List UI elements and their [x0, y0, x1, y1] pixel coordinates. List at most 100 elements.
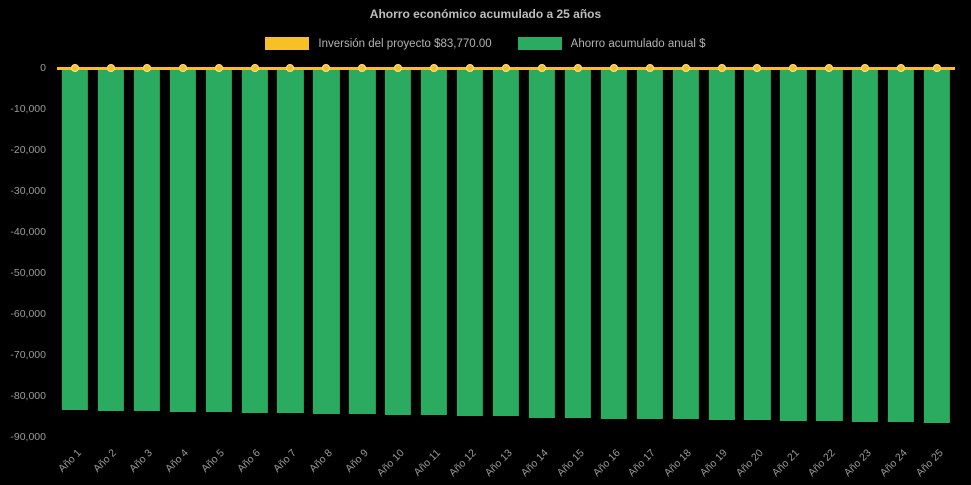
bar[interactable]: [708, 68, 735, 420]
legend-swatch-savings: [517, 37, 562, 50]
y-tick-label: -20,000: [10, 144, 46, 156]
x-slot: Año 16: [590, 441, 632, 485]
y-tick-label: -50,000: [10, 267, 46, 279]
bar[interactable]: [456, 68, 484, 416]
bar[interactable]: [672, 68, 699, 420]
line-point[interactable]: [502, 64, 511, 72]
line-point[interactable]: [322, 64, 331, 72]
line-point[interactable]: [358, 64, 367, 72]
line-point[interactable]: [861, 64, 870, 72]
line-point[interactable]: [681, 64, 690, 72]
x-axis-label: Año 1: [55, 447, 84, 475]
bar-slot: [57, 64, 93, 437]
bar[interactable]: [492, 68, 520, 417]
y-tick-label: -90,000: [10, 431, 46, 443]
line-point[interactable]: [70, 64, 79, 72]
bar-slot: [452, 64, 488, 437]
x-axis-label: Año 20: [733, 447, 766, 480]
bar-slot: [165, 64, 201, 437]
line-point[interactable]: [825, 64, 834, 72]
x-axis-label: Año 14: [518, 447, 551, 480]
bar[interactable]: [313, 68, 340, 414]
bar[interactable]: [61, 68, 89, 410]
line-point[interactable]: [178, 64, 187, 72]
x-axis-label: Año 12: [446, 447, 479, 480]
bar[interactable]: [923, 68, 951, 424]
bar-slot: [811, 64, 847, 437]
legend-item-savings[interactable]: Ahorro acumulado anual $: [517, 37, 706, 50]
x-slot: Año 10: [375, 441, 416, 485]
x-slot: Año 11: [411, 441, 452, 485]
line-point[interactable]: [609, 64, 618, 72]
x-slot: Año 4: [163, 441, 201, 485]
x-slot: Año 22: [806, 441, 847, 485]
line-point[interactable]: [897, 64, 906, 72]
x-axis-label: Año 21: [769, 447, 802, 480]
x-axis-label: Año 4: [163, 447, 192, 475]
bar[interactable]: [349, 68, 376, 415]
x-axis-label: Año 19: [698, 447, 731, 480]
x-slot: Año 17: [626, 441, 668, 485]
bar[interactable]: [600, 68, 627, 419]
line-point[interactable]: [537, 64, 546, 72]
line-point[interactable]: [250, 64, 259, 72]
x-axis-label: Año 11: [411, 447, 443, 479]
bar[interactable]: [169, 68, 196, 412]
x-axis-label: Año 18: [662, 447, 695, 480]
bar-slot: [344, 64, 380, 437]
x-axis-label: Año 10: [374, 447, 407, 480]
x-slot: Año 12: [447, 441, 488, 485]
bar-slot: [596, 64, 632, 437]
bar-slot: [273, 64, 309, 437]
x-slot: Año 1: [55, 441, 93, 485]
x-axis-label: Año 22: [805, 447, 838, 480]
legend-item-investment[interactable]: Inversión del proyecto $83,770.00: [265, 37, 492, 50]
bar-slot: [560, 64, 596, 437]
bar[interactable]: [277, 68, 304, 413]
bar-slot: [740, 64, 776, 437]
bar-slot: [237, 64, 273, 437]
line-point[interactable]: [466, 64, 475, 72]
x-axis-label: Año 17: [626, 447, 659, 480]
line-point[interactable]: [286, 64, 295, 72]
bar-slot: [93, 64, 129, 437]
bar[interactable]: [133, 68, 160, 411]
bar[interactable]: [385, 68, 412, 415]
bar-slot: [129, 64, 165, 437]
x-slot: Año 21: [770, 441, 811, 485]
line-point[interactable]: [394, 64, 403, 72]
y-tick-label: -40,000: [10, 226, 46, 238]
bar[interactable]: [780, 68, 807, 421]
x-axis-label: Año 3: [127, 447, 156, 475]
bar-slot: [632, 64, 668, 437]
bar[interactable]: [888, 68, 915, 423]
line-point[interactable]: [573, 64, 582, 72]
x-slot: Año 8: [307, 441, 344, 485]
line-point[interactable]: [430, 64, 439, 72]
bar[interactable]: [744, 68, 771, 421]
line-point[interactable]: [106, 64, 115, 72]
bar[interactable]: [241, 68, 268, 413]
line-point[interactable]: [142, 64, 151, 72]
line-point[interactable]: [789, 64, 798, 72]
bar[interactable]: [528, 68, 556, 418]
x-slot: Año 24: [878, 441, 919, 485]
line-point[interactable]: [933, 64, 942, 72]
line-point[interactable]: [645, 64, 654, 72]
x-axis: Año 1 Año 2 Año 3 Año 4 Año 5 Año 6 Año 7 Año 8…: [55, 441, 955, 485]
bar-slot: [380, 64, 416, 437]
bar[interactable]: [816, 68, 843, 422]
line-point[interactable]: [717, 64, 726, 72]
bar[interactable]: [852, 68, 879, 422]
x-axis-label: Año 6: [235, 447, 264, 475]
bar[interactable]: [421, 68, 448, 416]
x-slot: Año 25: [914, 441, 955, 485]
line-point[interactable]: [753, 64, 762, 72]
bar[interactable]: [564, 68, 591, 419]
bar-slot: [668, 64, 704, 437]
line-point[interactable]: [214, 64, 223, 72]
bar[interactable]: [636, 68, 663, 419]
bar[interactable]: [97, 68, 124, 411]
bar[interactable]: [205, 68, 232, 412]
